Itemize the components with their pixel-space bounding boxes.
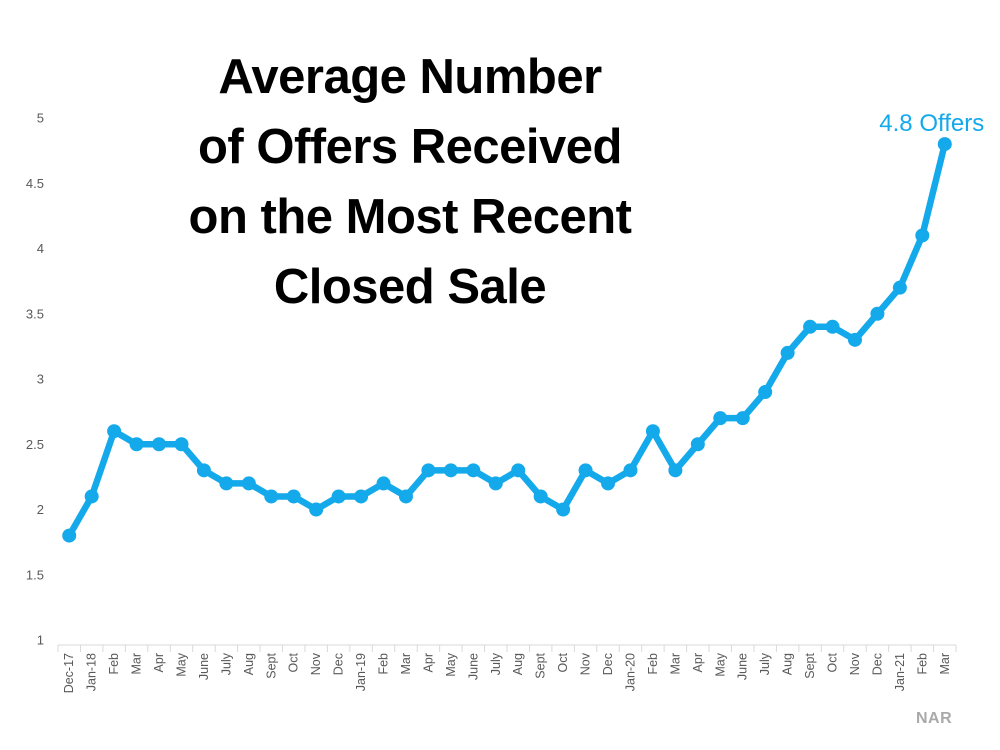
data-point — [623, 463, 638, 478]
x-tick-label: Jan-19 — [354, 653, 368, 691]
data-point — [713, 411, 728, 426]
data-point — [196, 463, 211, 478]
data-point — [331, 489, 346, 504]
x-tick-label: May — [713, 652, 727, 676]
x-tick-label: Mar — [130, 653, 144, 675]
x-tick-label: Dec — [870, 653, 884, 675]
x-tick-label: Oct — [826, 652, 840, 672]
source-label: NAR — [916, 710, 953, 727]
data-point — [466, 463, 481, 478]
data-point — [62, 528, 77, 543]
x-tick-label: Aug — [242, 653, 256, 675]
data-point — [735, 411, 750, 426]
data-point — [533, 489, 548, 504]
data-point — [354, 489, 369, 504]
x-tick-label: May — [444, 652, 458, 676]
x-tick-label: Nov — [579, 652, 593, 675]
x-tick-label: June — [466, 653, 480, 680]
data-point — [847, 332, 862, 347]
x-tick-label: Jan-18 — [85, 653, 99, 691]
y-tick-label: 5 — [37, 111, 44, 126]
data-point — [870, 306, 885, 321]
data-point — [915, 228, 930, 243]
x-tick-label: Aug — [511, 653, 525, 675]
x-tick-label: Feb — [107, 653, 121, 675]
data-label-callout: 4.8 Offers — [879, 110, 985, 138]
x-tick-label: July — [219, 652, 233, 675]
x-tick-label: Jan-21 — [893, 653, 907, 691]
x-tick-label: Oct — [556, 652, 570, 672]
data-point — [107, 424, 122, 439]
x-tick-label: Mar — [938, 653, 952, 675]
x-tick-label: June — [736, 653, 750, 680]
x-tick-label: Sept — [534, 652, 548, 678]
data-point — [601, 476, 616, 491]
x-tick-label: Dec-17 — [62, 653, 76, 693]
x-tick-label: June — [197, 653, 211, 680]
data-point — [264, 489, 279, 504]
x-tick-label: July — [758, 652, 772, 675]
chart-title-line: Closed Sale — [273, 260, 547, 314]
chart-title-line: Average Number — [218, 50, 602, 104]
data-point — [556, 502, 571, 517]
data-point — [421, 463, 436, 478]
x-tick-label: Sept — [803, 652, 817, 678]
x-tick-label: July — [489, 652, 503, 675]
chart-title: Average Number of Offers Received on the M… — [150, 42, 670, 322]
x-tick-label: Oct — [287, 652, 301, 672]
chart-title-line: on the Most Recent — [188, 190, 632, 244]
x-tick-label: May — [174, 652, 188, 676]
y-tick-label: 3 — [37, 372, 44, 387]
x-tick-label: Mar — [399, 653, 413, 675]
data-point — [309, 502, 324, 517]
data-point — [668, 463, 683, 478]
x-tick-label: Nov — [309, 652, 323, 675]
data-point — [443, 463, 458, 478]
data-point — [690, 437, 705, 452]
chart-title-line: of Offers Received — [198, 120, 623, 174]
data-point — [825, 319, 840, 334]
y-tick-label: 1 — [37, 633, 44, 648]
data-point — [174, 437, 189, 452]
data-line — [65, 140, 949, 539]
y-tick-label: 4.5 — [26, 176, 44, 191]
data-point — [376, 476, 391, 491]
data-point — [758, 385, 773, 400]
y-tick-label: 4 — [37, 241, 44, 256]
y-tick-label: 3.5 — [26, 306, 44, 321]
data-point — [241, 476, 256, 491]
x-tick-label: Dec — [601, 653, 615, 675]
y-tick-label: 2 — [37, 502, 44, 517]
x-tick-label: Jan-20 — [623, 653, 637, 691]
data-point — [398, 489, 413, 504]
data-point — [780, 345, 795, 360]
x-tick-label: Apr — [421, 653, 435, 672]
data-point — [488, 476, 503, 491]
data-point — [129, 437, 144, 452]
x-tick-label: Sept — [264, 652, 278, 678]
data-point — [645, 424, 660, 439]
x-tick-label: Nov — [848, 652, 862, 675]
x-tick-label: Aug — [781, 653, 795, 675]
data-point — [937, 137, 952, 152]
y-tick-label: 2.5 — [26, 437, 44, 452]
data-point — [84, 489, 99, 504]
x-tick-label: Feb — [915, 653, 929, 675]
data-point — [578, 463, 593, 478]
x-tick-label: Dec — [332, 653, 346, 675]
y-tick-label: 1.5 — [26, 567, 44, 582]
x-tick-label: Mar — [668, 653, 682, 675]
x-tick-label: Feb — [377, 653, 391, 675]
x-tick-label: Apr — [152, 653, 166, 672]
data-point — [286, 489, 301, 504]
data-point — [803, 319, 818, 334]
data-point — [219, 476, 234, 491]
x-tick-label: Apr — [691, 653, 705, 672]
data-point — [892, 280, 907, 295]
data-point — [152, 437, 167, 452]
x-tick-label: Feb — [646, 653, 660, 675]
data-point — [511, 463, 526, 478]
